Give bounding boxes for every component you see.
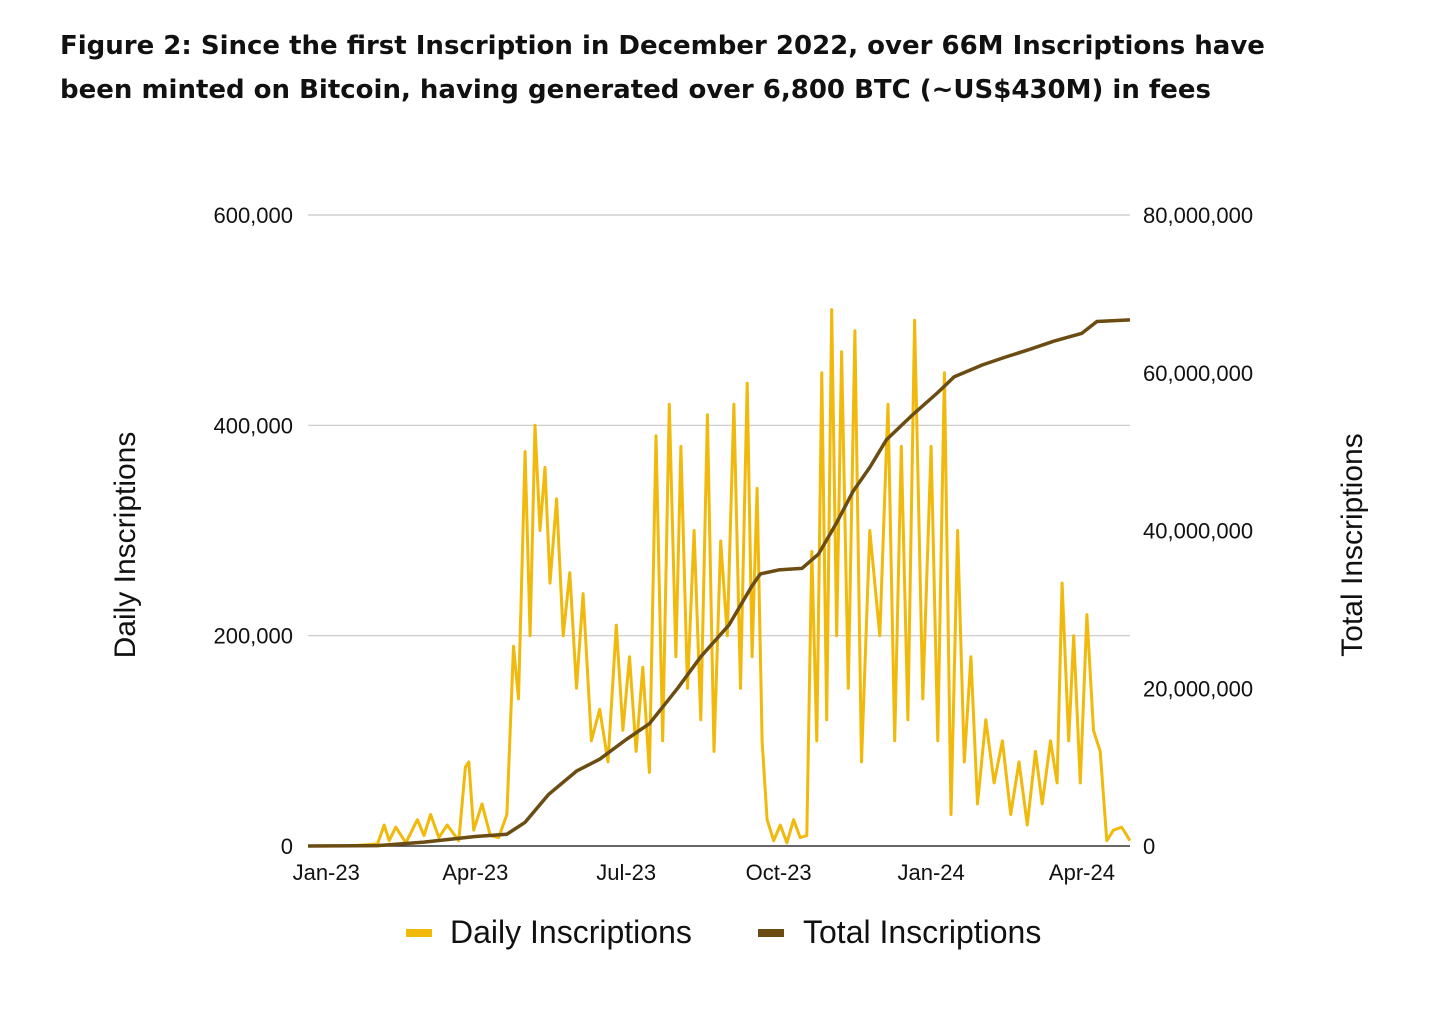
left-axis-title: Daily Inscriptions [109,432,142,659]
right-axis-ticks: 0 20,000,000 40,000,000 60,000,000 80,000,00… [1143,203,1253,859]
left-tick-label: 0 [281,834,293,859]
legend-label-daily-inscriptions: Daily Inscriptions [450,914,692,950]
left-axis-ticks: 0 200,000 400,000 600,000 [213,203,293,859]
legend-label-total-inscriptions: Total Inscriptions [803,914,1041,950]
series-line-total-inscriptions [307,318,1131,848]
legend: Daily Inscriptions Total Inscriptions [406,914,1041,950]
right-axis-title: Total Inscriptions [1336,433,1369,656]
figure-title-line-2: been minted on Bitcoin, having generated… [60,75,1211,105]
x-tick-label: Jan-23 [293,860,360,885]
figure-title-line-1: Figure 2: Since the first Inscription in… [60,31,1265,61]
x-tick-label: Oct-23 [746,860,812,885]
series-lines [307,308,1132,848]
right-tick-label: 80,000,000 [1143,203,1253,228]
left-tick-label: 200,000 [213,624,293,649]
right-tick-label: 40,000,000 [1143,519,1253,544]
left-tick-label: 400,000 [213,413,293,438]
x-tick-label: Jan-24 [897,860,964,885]
x-tick-label: Apr-23 [442,860,508,885]
x-tick-label: Apr-24 [1049,860,1115,885]
legend-swatch-total-inscriptions [758,929,784,937]
figure-title: Figure 2: Since the first Inscription in… [60,24,1400,112]
grid-lines [308,214,1130,847]
right-tick-label: 60,000,000 [1143,361,1253,386]
right-tick-label: 20,000,000 [1143,676,1253,701]
left-tick-label: 600,000 [213,203,293,228]
series-line-daily-inscriptions [308,308,1132,848]
legend-swatch-daily-inscriptions [406,929,432,937]
x-tick-label: Jul-23 [596,860,656,885]
x-axis-ticks: Jan-23 Apr-23 Jul-23 Oct-23 Jan-24 Apr-24 [293,860,1115,885]
right-tick-label: 0 [1143,834,1155,859]
